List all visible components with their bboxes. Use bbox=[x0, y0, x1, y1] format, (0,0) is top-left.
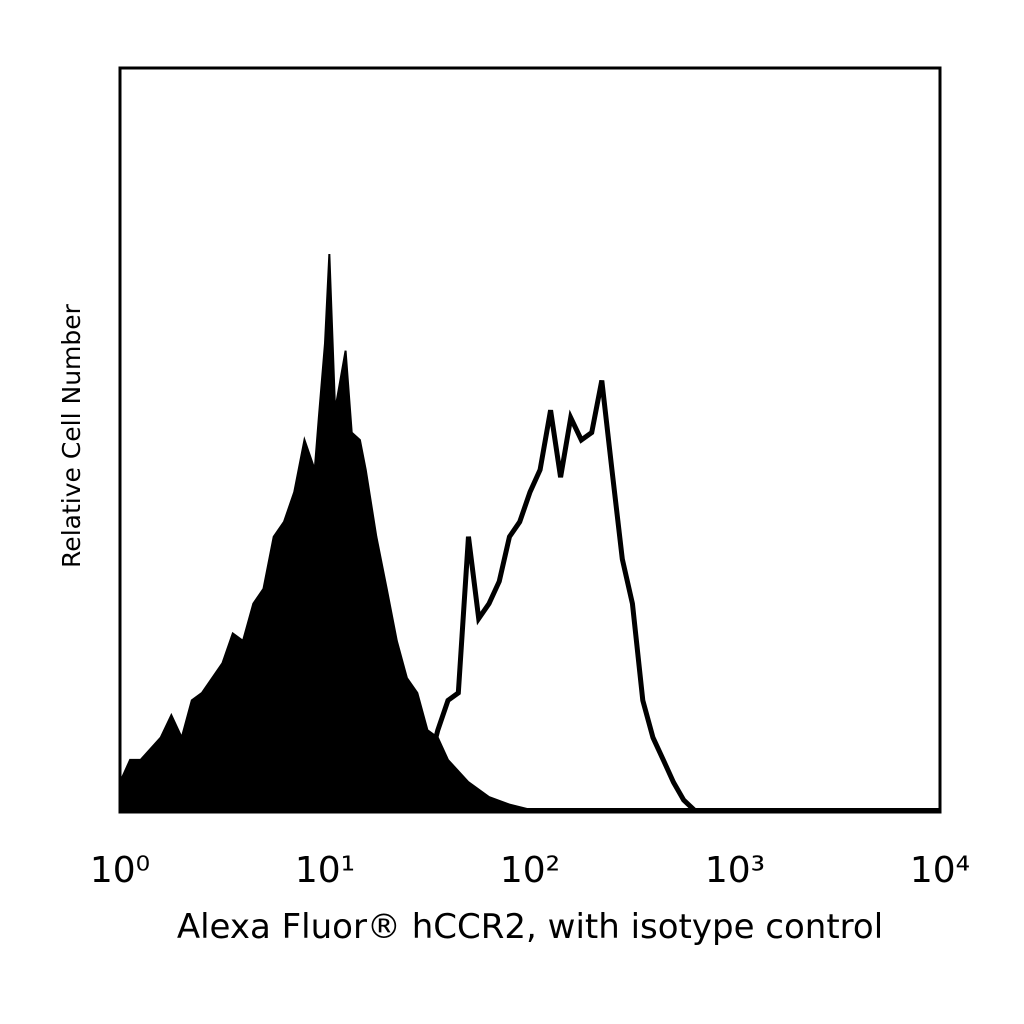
x-tick-label: 10⁰ bbox=[90, 850, 150, 891]
x-tick-label: 10² bbox=[500, 850, 560, 891]
y-axis-label: Relative Cell Number bbox=[57, 303, 86, 568]
histogram-line bbox=[414, 380, 696, 812]
x-axis-label: Alexa Fluor® hCCR2, with isotype control bbox=[177, 907, 883, 947]
x-tick-label: 10¹ bbox=[295, 850, 355, 891]
histogram-area bbox=[119, 253, 551, 813]
x-tick-label: 10³ bbox=[705, 850, 765, 891]
plot-frame bbox=[118, 66, 942, 814]
x-tick-label: 10⁴ bbox=[910, 850, 970, 891]
